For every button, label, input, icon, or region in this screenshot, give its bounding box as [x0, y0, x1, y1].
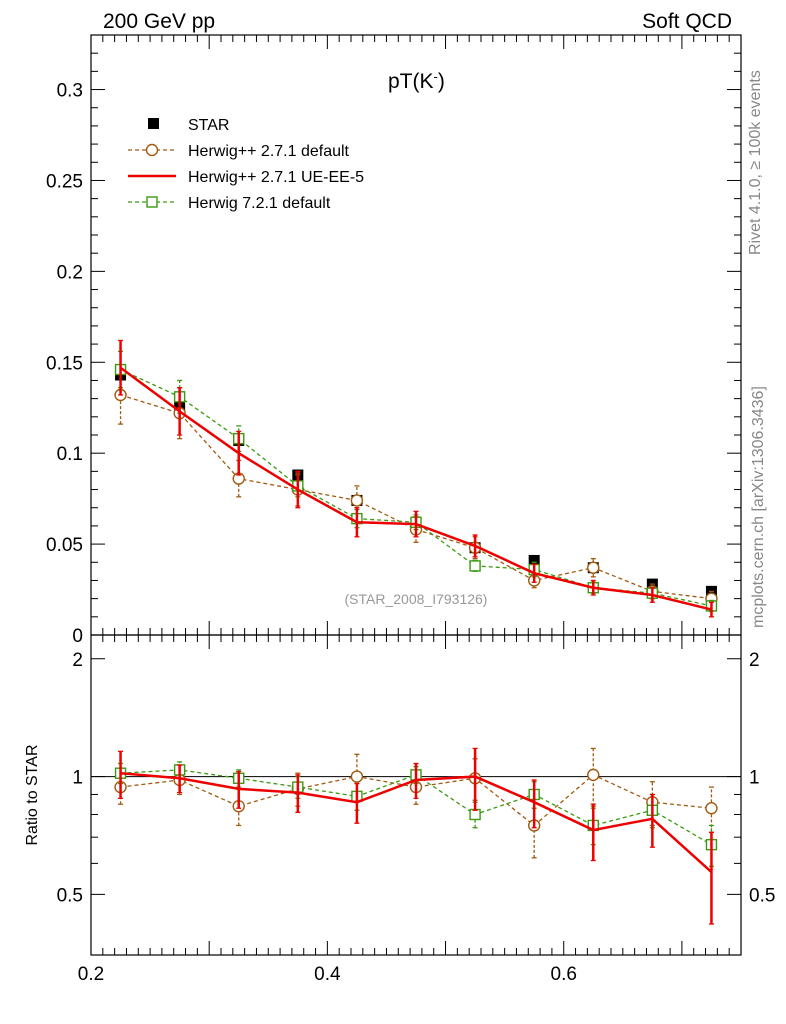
ratio-circle-point	[705, 802, 718, 815]
ratio-series-group	[114, 747, 718, 925]
main-circle-point	[350, 494, 364, 507]
legend-herwig721-marker	[146, 196, 158, 208]
x-tick-label: 0.6	[551, 964, 577, 985]
y-tick-label: 0	[72, 626, 83, 647]
y-tick-label: 0.05	[46, 535, 83, 556]
series-group	[114, 339, 718, 925]
header-right: Soft QCD	[642, 10, 732, 33]
main-line-1	[120, 394, 712, 600]
ratio-tick-label-left: 1	[72, 768, 83, 789]
ratio-square-point	[469, 808, 481, 821]
header-left: 200 GeV pp	[103, 10, 215, 33]
ratio-tick-label-right: 0.5	[749, 885, 775, 906]
plot-title-superscript: -	[434, 69, 438, 84]
y-tick-label: 0.1	[57, 444, 83, 465]
ratio-plot-frame	[90, 634, 742, 956]
ratio-line-1	[120, 774, 712, 827]
main-line-2	[119, 366, 712, 611]
main-line-3	[120, 368, 712, 607]
legend-ueee5-label: Herwig++ 2.7.1 UE-EE-5	[188, 169, 364, 186]
axes-group: 0 0.05 0.1 0.15 0.2 0.25 0.3 0.5 0.5 1 1 2 2 0.2 0.4 0.…	[46, 35, 775, 985]
plot-title-main: pT(K	[388, 70, 434, 93]
legend-star-label: STAR	[188, 117, 229, 134]
legend-herwig721-label: Herwig 7.2.1 default	[188, 195, 331, 212]
plot-title: pT(K-)	[388, 69, 445, 93]
ratio-tick-label-right: 2	[749, 650, 760, 671]
analysis-id-label: (STAR_2008_I793126)	[345, 591, 488, 607]
x-tick-label: 0.4	[314, 964, 341, 985]
legend: STAR Herwig++ 2.7.1 default Herwig++ 2.7…	[128, 117, 364, 212]
main-circle-point	[587, 561, 600, 574]
plot-title-close: )	[438, 70, 445, 93]
ratio-circle-point	[587, 768, 600, 782]
ratio-tick-label-right: 1	[749, 768, 760, 789]
y-tick-label: 0.15	[46, 353, 83, 374]
ratio-tick-label-left: 0.5	[57, 885, 83, 906]
y-tick-label: 0.3	[57, 81, 83, 102]
legend-star-marker	[148, 118, 159, 129]
y-tick-label: 0.25	[46, 171, 83, 192]
ratio-tick-label-left: 2	[72, 650, 83, 671]
ratio-axis-label: Ratio to STAR	[24, 744, 41, 845]
y-tick-label: 0.2	[57, 262, 83, 283]
legend-herwig271-label: Herwig++ 2.7.1 default	[188, 143, 350, 160]
x-tick-label: 0.2	[78, 964, 104, 985]
main-series-group	[114, 339, 718, 618]
mcplots-label: mcplots.cern.ch [arXiv:1306.3436]	[750, 386, 767, 628]
legend-herwig271-marker	[145, 143, 159, 157]
ratio-circle-point	[350, 770, 364, 783]
main-square-point	[469, 560, 481, 572]
main-star-point	[528, 554, 540, 566]
rivet-version-label: Rivet 4.1.0, ≥ 100k events	[747, 70, 764, 255]
